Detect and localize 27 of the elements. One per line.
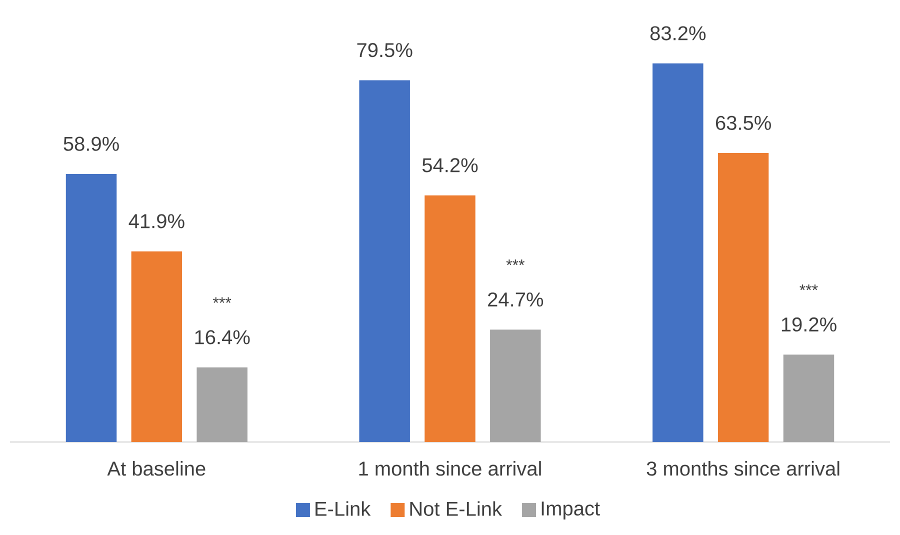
data-label: 63.5% bbox=[716, 116, 771, 130]
bar bbox=[490, 330, 541, 442]
bar bbox=[196, 367, 248, 442]
data-label: 58.9% bbox=[64, 136, 119, 151]
data-label: 24.7% bbox=[488, 292, 544, 307]
data-label: 16.4% bbox=[195, 330, 250, 344]
bar bbox=[424, 195, 476, 442]
annotation: *** bbox=[800, 284, 818, 290]
bar bbox=[718, 153, 769, 442]
annotation: *** bbox=[212, 297, 232, 303]
legend-label: Not E-Link bbox=[410, 501, 502, 516]
bar bbox=[652, 63, 704, 442]
bar bbox=[66, 174, 117, 442]
data-label: 41.9% bbox=[128, 214, 184, 228]
data-label: 19.2% bbox=[782, 317, 836, 332]
legend-label: E-Link bbox=[316, 501, 371, 516]
data-label: 54.2% bbox=[422, 158, 478, 172]
bar bbox=[359, 80, 410, 442]
bar bbox=[131, 251, 182, 442]
bar bbox=[783, 354, 834, 442]
x-tick-label: At baseline bbox=[107, 461, 206, 476]
x-tick-label: 1 month since arrival bbox=[359, 461, 541, 476]
data-label: 83.2% bbox=[650, 26, 706, 40]
x-tick-label: 3 months since arrival bbox=[646, 461, 840, 476]
legend-label: Impact bbox=[542, 502, 600, 520]
annotation: *** bbox=[506, 260, 525, 266]
data-label: 79.5% bbox=[357, 43, 412, 58]
